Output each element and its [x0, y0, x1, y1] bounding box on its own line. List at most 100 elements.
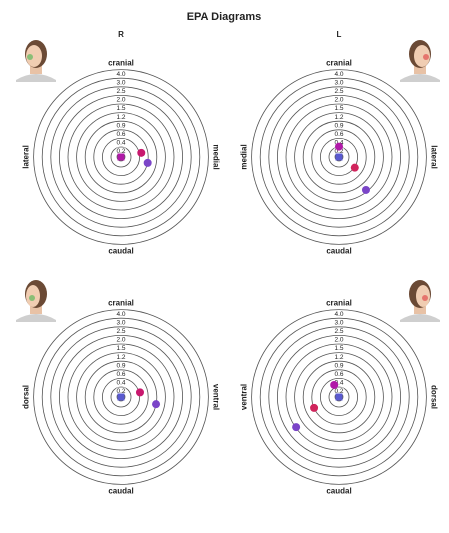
point	[361, 185, 370, 194]
side-label: ventral	[240, 384, 249, 410]
ring	[311, 129, 367, 185]
ring	[259, 77, 419, 237]
column-label: R	[118, 30, 124, 39]
side-label: caudal	[326, 487, 351, 496]
ring	[251, 309, 427, 485]
side-label: cranial	[326, 299, 352, 308]
ring-label: 4.0	[116, 71, 125, 78]
point	[330, 380, 339, 389]
ring	[102, 377, 141, 416]
ring	[59, 334, 183, 459]
ring-label: 2.5	[334, 328, 343, 335]
ring-label: 1.5	[116, 345, 125, 352]
ring	[67, 343, 175, 451]
face-icon	[400, 40, 440, 82]
side-label: cranial	[108, 299, 134, 308]
ring-label: 1.2	[116, 354, 125, 361]
ring	[93, 369, 149, 425]
center-ring	[334, 152, 344, 162]
ring	[285, 103, 393, 211]
ring-label: 0.9	[116, 362, 125, 369]
point	[335, 142, 343, 151]
ring	[50, 326, 192, 468]
ring-label: 0.2	[334, 388, 343, 395]
ring	[67, 103, 175, 211]
ring-label: 0.2	[334, 148, 343, 155]
point	[335, 393, 343, 401]
ring-label: 3.0	[116, 79, 125, 86]
point	[117, 153, 125, 161]
ring-label: 1.2	[334, 114, 343, 121]
point	[143, 158, 152, 167]
ring-label: 0.2	[116, 388, 125, 395]
side-label: lateral	[429, 145, 438, 169]
ring-label: 0.6	[334, 371, 343, 378]
column-label: L	[337, 30, 342, 39]
ring-label: 0.9	[334, 122, 343, 129]
ring-label: 2.5	[334, 88, 343, 95]
ring	[259, 317, 419, 477]
ring	[294, 352, 384, 442]
ring	[302, 120, 376, 194]
ring	[302, 360, 376, 434]
side-label: ventral	[211, 384, 220, 410]
ring-label: 2.0	[116, 97, 125, 104]
side-label: dorsal	[429, 385, 438, 409]
ring-label: 4.0	[116, 311, 125, 318]
side-label: caudal	[108, 487, 133, 496]
face-icon	[16, 280, 56, 322]
ring	[328, 386, 350, 408]
ring-label: 3.0	[334, 79, 343, 86]
face-icon	[400, 280, 440, 322]
ring-label: 1.5	[334, 345, 343, 352]
side-label: medial	[211, 144, 220, 169]
point	[335, 153, 343, 161]
ring-label: 0.9	[116, 122, 125, 129]
ring	[33, 309, 209, 485]
ring	[110, 386, 132, 408]
ring	[84, 360, 158, 434]
ring	[319, 377, 358, 416]
point	[292, 423, 301, 432]
ring	[59, 95, 183, 219]
ring	[76, 352, 166, 442]
ring-label: 3.0	[116, 319, 125, 326]
ring	[33, 69, 209, 245]
ring-label: 3.0	[334, 319, 343, 326]
ring-label: 0.4	[116, 380, 125, 387]
point	[350, 163, 359, 172]
ring-label: 0.6	[334, 131, 343, 138]
ring-label: 2.0	[334, 97, 343, 104]
ring	[102, 137, 141, 176]
ring	[319, 137, 358, 176]
ring-label: 4.0	[334, 311, 343, 318]
ring	[50, 86, 192, 228]
ring	[41, 317, 201, 477]
point	[135, 388, 144, 397]
ring	[76, 112, 166, 202]
page-title: EPA Diagrams	[187, 11, 262, 23]
ring-label: 2.5	[116, 88, 125, 95]
center-ring	[334, 392, 344, 402]
ring	[276, 334, 401, 459]
side-label: cranial	[108, 59, 134, 68]
ring-label: 1.2	[116, 114, 125, 121]
point	[310, 403, 319, 412]
side-label: caudal	[108, 247, 133, 256]
ring-label: 0.9	[334, 362, 343, 369]
ring-label: 2.0	[116, 337, 125, 344]
ring-label: 0.2	[116, 148, 125, 155]
ring	[294, 112, 384, 202]
point	[117, 393, 125, 401]
ring	[110, 146, 132, 168]
center-ring	[116, 392, 126, 402]
ring	[311, 369, 367, 425]
ring-label: 1.2	[334, 354, 343, 361]
ring-label: 1.5	[334, 105, 343, 112]
ring-label: 2.5	[116, 328, 125, 335]
ring-label: 4.0	[334, 71, 343, 78]
side-label: caudal	[326, 247, 351, 256]
point	[152, 400, 161, 409]
side-label: medial	[240, 144, 249, 169]
